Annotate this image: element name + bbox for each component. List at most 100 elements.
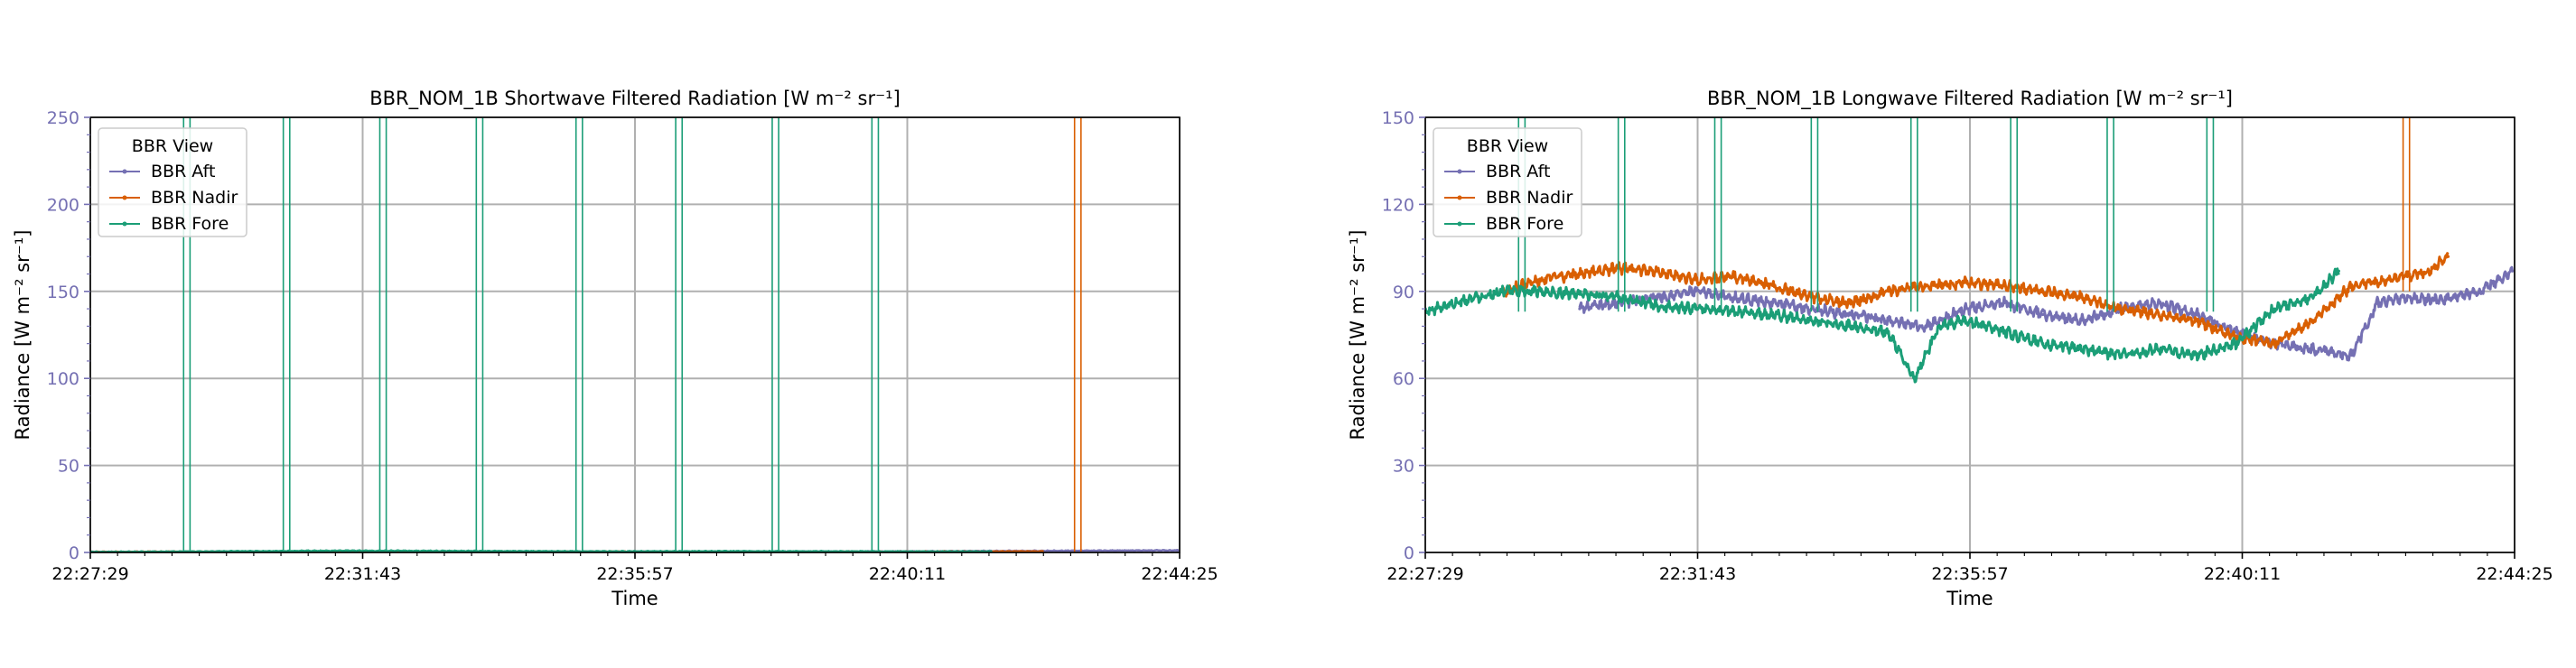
data-point xyxy=(2427,298,2431,302)
data-point xyxy=(2002,283,2006,287)
spike xyxy=(2402,117,2411,292)
spike xyxy=(182,117,191,552)
data-point xyxy=(2157,312,2161,317)
data-point xyxy=(1655,295,1658,299)
data-point xyxy=(1887,330,1890,334)
legend-title: BBR View xyxy=(1467,136,1548,156)
y-axis-label: Radiance [W m⁻² sr⁻¹] xyxy=(1347,229,1368,440)
data-point xyxy=(2196,353,2199,357)
x-axis: 22:27:29 22:31:43 22:35:57 22:40:11 22:44:25 xyxy=(1386,552,2553,584)
data-point xyxy=(2337,269,2340,273)
data-point xyxy=(2446,255,2450,258)
y-tick-label: 0 xyxy=(1404,543,1414,563)
x-axis: 22:27:29 22:31:43 22:35:57 22:40:11 22:44:25 xyxy=(51,552,1218,584)
y-axis: 0 30 60 90 120 150 xyxy=(1382,108,1425,563)
data-point xyxy=(2041,342,2045,346)
data-point xyxy=(2273,307,2276,311)
data-point xyxy=(2427,269,2431,273)
series-trace xyxy=(90,549,992,552)
x-tick-label: 22:27:29 xyxy=(51,564,128,584)
spike xyxy=(2206,117,2215,312)
spike xyxy=(1073,117,1082,552)
data-point xyxy=(1848,302,1852,305)
data-point xyxy=(1964,319,1967,322)
data-point xyxy=(2311,295,2315,299)
data-point xyxy=(1964,281,1967,284)
spike xyxy=(574,117,583,552)
y-tick-label: 100 xyxy=(47,369,79,389)
x-tick-label: 22:31:43 xyxy=(324,564,401,584)
spike xyxy=(378,117,387,552)
spike xyxy=(282,117,291,552)
series-bbr-aft xyxy=(1578,265,2515,362)
y-tick-label: 50 xyxy=(58,457,79,477)
data-point xyxy=(2002,330,2006,334)
y-tick-label: 120 xyxy=(1382,195,1414,215)
data-point xyxy=(2401,295,2405,299)
data-point xyxy=(2079,319,2084,322)
data-point xyxy=(1770,312,1775,317)
data-point xyxy=(2079,295,2084,299)
legend-marker xyxy=(1457,195,1462,200)
data-point xyxy=(1694,290,1697,293)
data-point xyxy=(1848,324,1852,328)
series-bbr-fore xyxy=(1425,117,2340,384)
spike xyxy=(475,117,484,552)
y-axis-label: Radiance [W m⁻² sr⁻¹] xyxy=(12,229,33,440)
data-point xyxy=(1848,312,1852,317)
data-point xyxy=(1694,278,1697,282)
x-tick-label: 22:40:11 xyxy=(869,564,946,584)
y-tick-label: 90 xyxy=(1393,283,1414,302)
data-point xyxy=(1462,298,1466,302)
legend-label: BBR Aft xyxy=(151,162,215,181)
x-tick-label: 22:35:57 xyxy=(1931,564,2008,584)
y-tick-label: 250 xyxy=(47,108,79,128)
spike xyxy=(1713,117,1722,312)
data-point xyxy=(2375,302,2379,305)
data-point xyxy=(2388,278,2392,282)
data-point xyxy=(2041,290,2045,293)
legend-label: BBR Fore xyxy=(151,214,229,234)
data-point xyxy=(1809,319,1813,322)
y-tick-label: 60 xyxy=(1393,369,1414,389)
data-point xyxy=(1578,292,1582,296)
series-trace xyxy=(1425,267,2340,384)
data-point xyxy=(1694,307,1697,311)
spike xyxy=(1810,117,1819,312)
spike xyxy=(771,117,779,552)
x-tick-label: 22:40:11 xyxy=(2204,564,2281,584)
data-point xyxy=(2349,283,2354,287)
data-point xyxy=(1655,269,1658,273)
data-point xyxy=(346,549,350,552)
spike xyxy=(1617,117,1626,312)
legend-label: BBR Nadir xyxy=(151,188,238,208)
legend-marker xyxy=(1457,169,1462,174)
data-point xyxy=(2234,342,2237,346)
series-trace xyxy=(1578,265,2515,362)
data-point xyxy=(1655,304,1658,308)
data-point xyxy=(1912,376,1916,380)
data-point xyxy=(2157,302,2161,305)
data-point xyxy=(1732,275,1736,279)
data-point xyxy=(2118,307,2122,311)
data-point xyxy=(2002,302,2006,305)
series-bbr-fore xyxy=(90,117,993,552)
data-point xyxy=(2311,319,2315,322)
data-point xyxy=(2349,353,2354,357)
x-axis-label: Time xyxy=(1946,588,1993,609)
data-point xyxy=(1925,324,1929,328)
y-tick-label: 0 xyxy=(69,543,79,563)
data-point xyxy=(1770,283,1775,287)
data-point xyxy=(1176,549,1180,552)
legend-marker xyxy=(122,221,127,227)
data-point xyxy=(1578,307,1582,311)
series-bbr-nadir xyxy=(1500,117,2450,349)
legend-box xyxy=(98,127,247,237)
data-point xyxy=(2273,342,2276,346)
y-axis: 0 50 100 150 200 250 xyxy=(47,108,90,563)
legend-label: BBR Nadir xyxy=(1486,188,1573,208)
series-trace xyxy=(1501,252,2450,349)
